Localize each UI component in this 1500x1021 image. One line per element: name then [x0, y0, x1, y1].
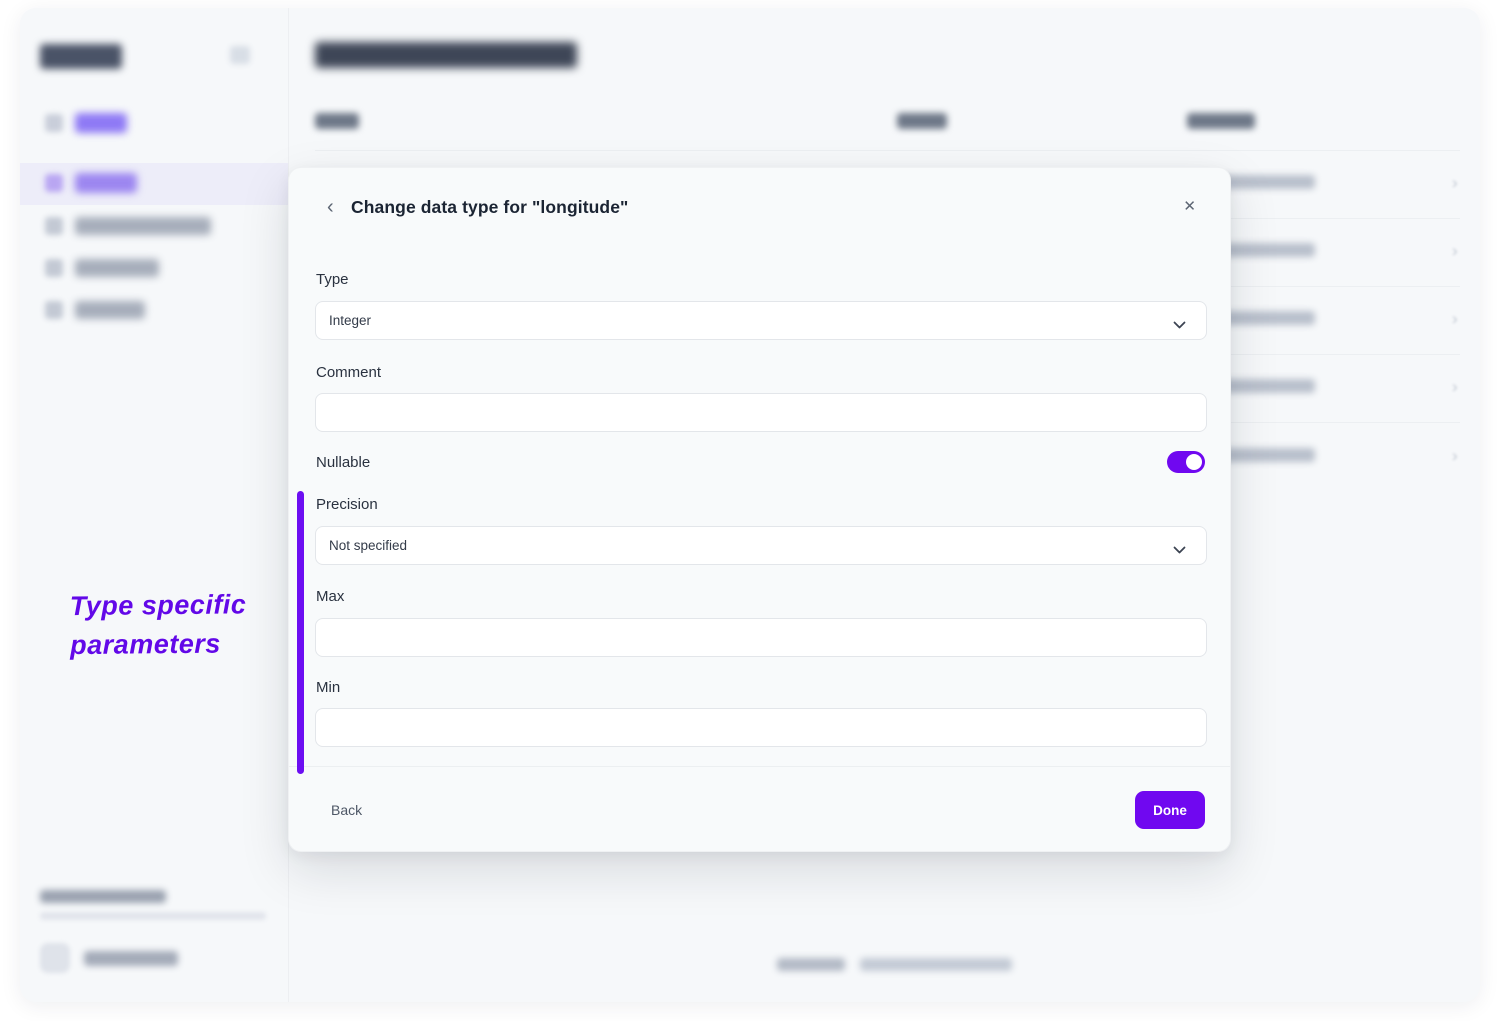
max-label: Max [316, 588, 345, 605]
modal-footer: Back Done [289, 766, 1230, 851]
sidebar-item-datasets-label [75, 217, 211, 235]
max-input[interactable] [315, 618, 1207, 657]
annotation-text: Type specific parameters [69, 589, 247, 661]
row-chevron-icon[interactable]: › [1452, 309, 1458, 328]
nullable-toggle[interactable] [1167, 451, 1205, 473]
column-header-name [315, 113, 359, 129]
sidebar-item-selected[interactable] [20, 163, 288, 205]
sidebar-item-browse[interactable] [20, 290, 288, 332]
precision-select[interactable]: Not specified [315, 526, 1207, 565]
row-chevron-icon[interactable]: › [1452, 377, 1458, 396]
chevron-down-icon [1173, 542, 1186, 560]
type-select[interactable]: Integer [315, 301, 1207, 340]
comment-label: Comment [316, 364, 382, 381]
plan-status-text [40, 890, 166, 903]
min-label: Min [316, 679, 341, 696]
app-window: › › › › › [20, 8, 1480, 1002]
modal-title: Change data type for "longitude" [351, 197, 629, 217]
row-chevron-icon[interactable]: › [1452, 446, 1458, 465]
nullable-label: Nullable [316, 454, 371, 471]
row-chevron-icon[interactable]: › [1452, 173, 1458, 192]
annotation-marker-bar [297, 491, 304, 774]
sidebar-item-browse-label [75, 301, 145, 319]
page-title [315, 42, 577, 68]
back-chevron-icon[interactable]: ‹ [327, 196, 334, 218]
table-icon [45, 174, 63, 192]
sidebar-item-selected-label [75, 173, 137, 193]
type-label: Type [316, 271, 349, 288]
app-logo [40, 44, 122, 69]
plan-progress-bar [40, 912, 266, 920]
connections-icon [45, 259, 63, 277]
dataset-icon [45, 217, 63, 235]
chevron-down-icon [1173, 317, 1186, 335]
change-data-type-modal: ‹ Change data type for "longitude" ✕ Typ… [288, 167, 1231, 852]
user-name-text [84, 951, 178, 966]
sidebar-item-connections[interactable] [20, 248, 288, 290]
comment-input[interactable] [315, 393, 1207, 432]
user-avatar[interactable] [40, 943, 70, 973]
back-button[interactable]: Back [331, 802, 363, 818]
sidebar-item-create[interactable] [20, 104, 288, 146]
sidebar-item-connections-label [75, 259, 159, 277]
toggle-knob [1186, 454, 1202, 470]
footer-info-text [777, 958, 845, 971]
close-icon[interactable]: ✕ [1183, 198, 1196, 215]
back-arrow-icon [45, 114, 63, 132]
precision-select-value: Not specified [329, 538, 408, 553]
browse-icon [45, 301, 63, 319]
min-input[interactable] [315, 708, 1207, 747]
sidebar-item-datasets[interactable] [20, 206, 288, 248]
column-header-status [897, 113, 947, 129]
row-chevron-icon[interactable]: › [1452, 241, 1458, 260]
column-header-created [1187, 113, 1255, 129]
done-button[interactable]: Done [1135, 791, 1205, 829]
precision-label: Precision [316, 496, 378, 513]
sidebar-collapse-icon[interactable] [230, 46, 250, 64]
sidebar-item-create-label [75, 113, 127, 133]
type-select-value: Integer [329, 313, 372, 328]
table-header-divider [315, 150, 1460, 151]
footer-info-text-2 [860, 958, 1012, 971]
